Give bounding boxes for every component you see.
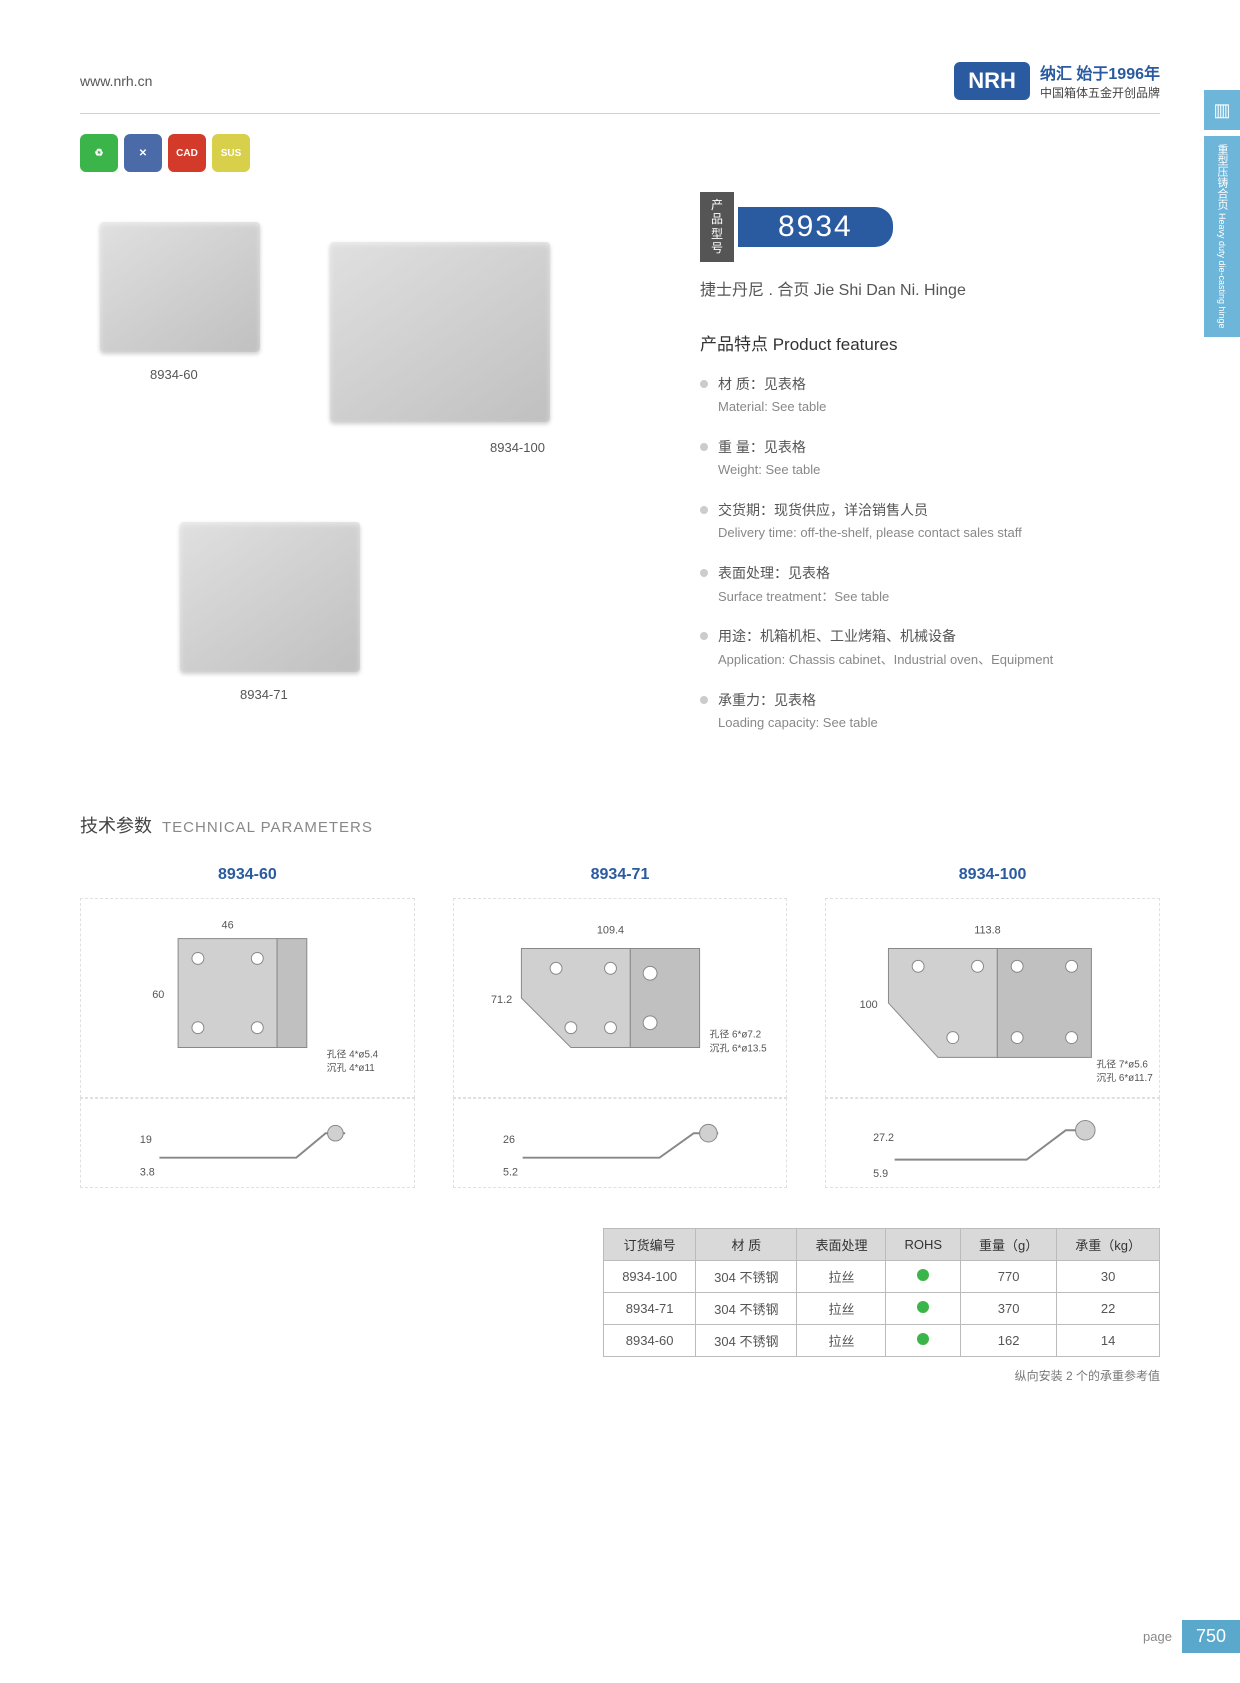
brand-line1: 纳汇 始于1996年 [1040,60,1160,84]
page-number: page 750 [1143,1620,1240,1653]
svg-text:100: 100 [860,999,878,1011]
svg-text:孔径 6*ø7.2: 孔径 6*ø7.2 [709,1027,761,1040]
product-images: 8934-60 8934-100 8934-71 [80,192,660,712]
svg-text:3.8: 3.8 [140,1166,155,1178]
feature-item: 材 质：见表格Material: See table [700,373,1160,418]
cert-icon: SUS [212,134,250,172]
svg-text:71.2: 71.2 [491,994,512,1006]
cert-icon: ♻ [80,134,118,172]
drawing-diagram: 109.4 71.2 孔径 6*ø7.2 沉孔 6*ø13.5 [453,898,788,1098]
drawing-col: 8934-60 46 60 孔径 4*ø5.4 沉孔 4*ø11 [80,866,415,1188]
svg-text:26: 26 [503,1134,515,1146]
drawing-col: 8934-71 109.4 71.2 孔径 6*ø7.2 沉孔 6*ø13.5 [453,866,788,1188]
product-image-100 [330,242,550,422]
svg-text:19: 19 [140,1134,152,1146]
technical-drawings: 8934-60 46 60 孔径 4*ø5.4 沉孔 4*ø11 [80,866,1160,1188]
image-label: 8934-60 [150,367,198,382]
svg-text:5.9: 5.9 [873,1168,888,1180]
table-header: 表面处理 [797,1228,886,1260]
svg-text:沉孔 6*ø11.7: 沉孔 6*ø11.7 [1097,1071,1153,1084]
svg-text:60: 60 [152,989,164,1001]
table-cell: 770 [961,1260,1057,1292]
table-cell: 304 不锈钢 [696,1260,797,1292]
svg-text:沉孔 4*ø11: 沉孔 4*ø11 [327,1061,376,1074]
svg-text:27.2: 27.2 [873,1132,894,1144]
hinge-icon: ▥ [1204,90,1240,130]
brand-block: NRH 纳汇 始于1996年 中国箱体五金开创品牌 [954,60,1160,101]
table-cell: 162 [961,1324,1057,1356]
drawing-col: 8934-100 113.8 100 孔径 7*ø5.6 沉孔 6*ø11.7 [825,866,1160,1188]
table-cell: 30 [1057,1260,1160,1292]
info-column: 产品 型号 8934 捷士丹尼 . 合页 Jie Shi Dan Ni. Hin… [700,192,1160,752]
table-header: 材 质 [696,1228,797,1260]
table-cell: 14 [1057,1324,1160,1356]
category-label: 重型压铸合页 Heavy duty die-casting hinge [1204,136,1240,337]
product-name: 捷士丹尼 . 合页 Jie Shi Dan Ni. Hinge [700,276,1160,300]
svg-text:孔径 7*ø5.6: 孔径 7*ø5.6 [1097,1057,1149,1070]
feature-list: 材 质：见表格Material: See table 重 量：见表格Weight… [700,373,1160,734]
table-cell: 拉丝 [797,1324,886,1356]
image-label: 8934-71 [240,687,288,702]
table-cell: 304 不锈钢 [696,1292,797,1324]
spec-table: 订货编号 材 质 表面处理 ROHS 重量（g） 承重（kg） 8934-100… [603,1228,1160,1357]
product-image-71 [180,522,360,672]
table-cell [886,1260,961,1292]
table-cell: 拉丝 [797,1260,886,1292]
brand-logo: NRH [954,62,1030,100]
table-note: 纵向安装 2 个的承重参考值 [80,1367,1160,1384]
features-title: 产品特点 Product features [700,330,1160,355]
svg-text:5.2: 5.2 [503,1166,518,1178]
brand-line2: 中国箱体五金开创品牌 [1040,84,1160,101]
drawing-side: 26 5.2 [453,1098,788,1188]
page-header: www.nrh.cn NRH 纳汇 始于1996年 中国箱体五金开创品牌 [80,60,1160,114]
svg-text:113.8: 113.8 [974,924,1000,936]
table-cell: 8934-60 [604,1324,696,1356]
svg-text:109.4: 109.4 [596,924,623,936]
feature-item: 表面处理：见表格Surface treatment：See table [700,562,1160,607]
feature-item: 重 量：见表格Weight: See table [700,436,1160,481]
drawing-label: 8934-71 [453,866,788,884]
feature-item: 用途：机箱机柜、工业烤箱、机械设备Application: Chassis ca… [700,625,1160,670]
feature-item: 交货期：现货供应，详洽销售人员Delivery time: off-the-sh… [700,499,1160,544]
table-cell: 22 [1057,1292,1160,1324]
svg-text:孔径 4*ø5.4: 孔径 4*ø5.4 [327,1047,379,1060]
table-cell: 8934-100 [604,1260,696,1292]
table-row: 8934-60304 不锈钢拉丝 16214 [604,1324,1160,1356]
table-cell: 304 不锈钢 [696,1324,797,1356]
table-header: ROHS [886,1228,961,1260]
cert-icon-row: ♻ ✕ CAD SUS [80,134,1160,172]
feature-item: 承重力：见表格Loading capacity: See table [700,689,1160,734]
cert-icon: ✕ [124,134,162,172]
table-cell [886,1324,961,1356]
tech-parameters-title: 技术参数TECHNICAL PARAMETERS [80,812,1160,838]
cert-icon: CAD [168,134,206,172]
table-header: 承重（kg） [1057,1228,1160,1260]
drawing-label: 8934-100 [825,866,1160,884]
site-url: www.nrh.cn [80,73,152,89]
table-row: 8934-71304 不锈钢拉丝 37022 [604,1292,1160,1324]
table-row: 8934-100304 不锈钢拉丝 77030 [604,1260,1160,1292]
drawing-diagram: 113.8 100 孔径 7*ø5.6 沉孔 6*ø11.7 [825,898,1160,1098]
table-cell [886,1292,961,1324]
drawing-label: 8934-60 [80,866,415,884]
svg-text:46: 46 [222,919,234,931]
table-header-row: 订货编号 材 质 表面处理 ROHS 重量（g） 承重（kg） [604,1228,1160,1260]
table-header: 订货编号 [604,1228,696,1260]
table-cell: 拉丝 [797,1292,886,1324]
drawing-diagram: 46 60 孔径 4*ø5.4 沉孔 4*ø11 [80,898,415,1098]
drawing-side: 19 3.8 [80,1098,415,1188]
drawing-side: 27.2 5.9 [825,1098,1160,1188]
image-label: 8934-100 [490,440,545,455]
table-cell: 370 [961,1292,1057,1324]
model-label: 产品 型号 [700,192,734,262]
product-image-60 [100,222,260,352]
model-number: 8934 [738,207,893,247]
side-category-tab: ▥ 重型压铸合页 Heavy duty die-casting hinge [1204,90,1240,337]
table-header: 重量（g） [961,1228,1057,1260]
svg-text:沉孔 6*ø13.5: 沉孔 6*ø13.5 [709,1041,767,1054]
table-cell: 8934-71 [604,1292,696,1324]
